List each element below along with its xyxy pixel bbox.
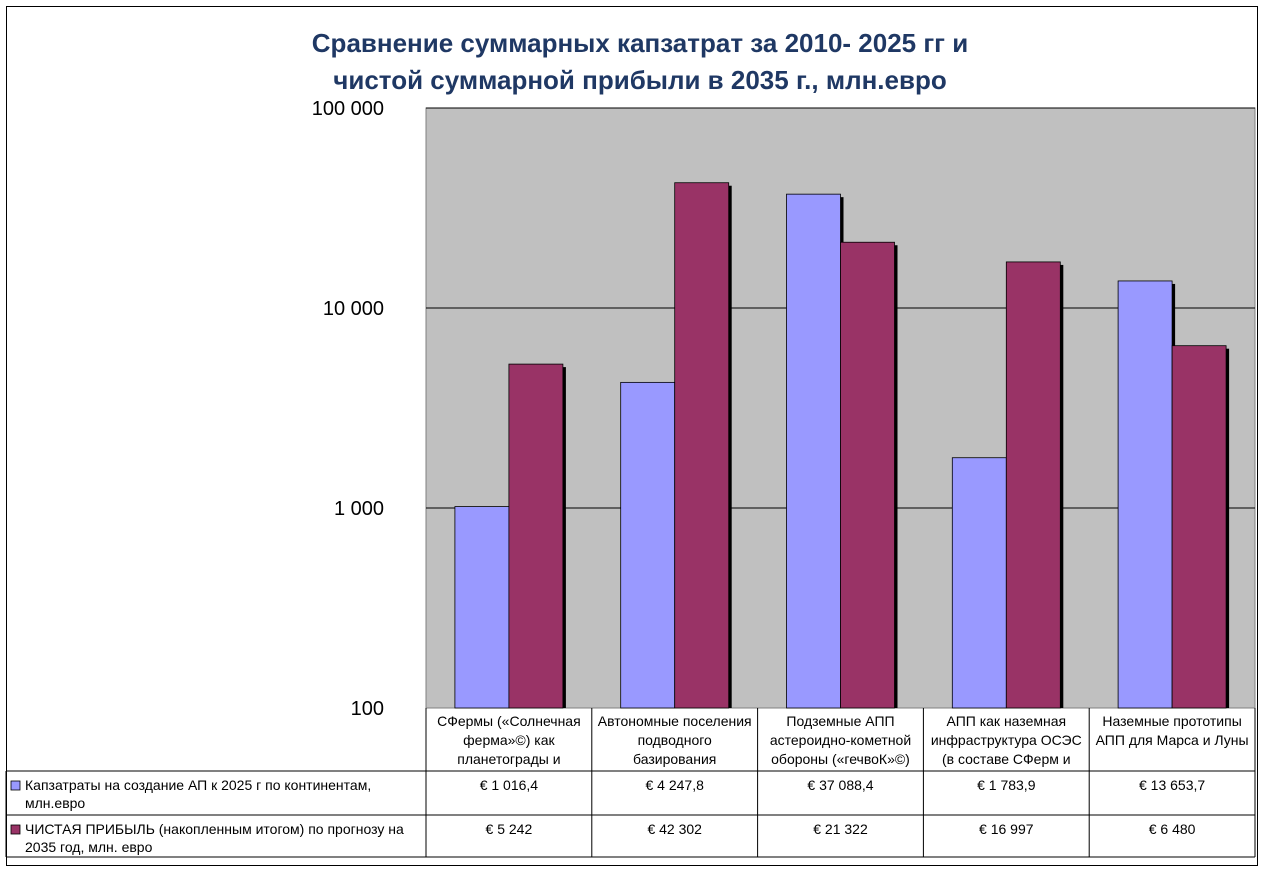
data-table-cell: € 1 016,4 [480, 777, 539, 793]
category-label: инфраструктура ОСЭС [931, 732, 1082, 748]
bar [454, 506, 510, 709]
category-label: АПП как наземная [947, 713, 1067, 729]
bar [786, 193, 841, 709]
data-table-cell: € 21 322 [813, 821, 868, 837]
category-label: Подземные АПП [786, 713, 894, 729]
bar [1171, 345, 1227, 709]
legend-entry: Капзатраты на создание АП к 2025 г по ко… [25, 777, 371, 793]
legend-entry: 2035 год, млн. евро [25, 839, 153, 855]
chart-title-line: чистой суммарной прибыли в 2035 г., млн.… [333, 65, 946, 95]
bar [951, 457, 1007, 709]
category-label: ферма»©) как [463, 732, 555, 748]
data-table-cell: € 1 783,9 [977, 777, 1036, 793]
legend-entry: ЧИСТАЯ ПРИБЫЛЬ (накопленным итогом) по п… [25, 821, 404, 837]
category-label: (в составе СФерм и [942, 751, 1071, 767]
bar [674, 182, 730, 709]
category-label: СФермы («Солнечная [437, 713, 581, 729]
data-table-cell: € 13 653,7 [1139, 777, 1205, 793]
category-label: обороны («гечвоК»©) [771, 751, 910, 767]
category-label: Автономные поселения [598, 713, 752, 729]
data-table-cell: € 37 088,4 [807, 777, 873, 793]
legend-swatch [10, 824, 21, 835]
category-label: Наземные прототипы [1102, 713, 1241, 729]
legend-entry: млн.евро [25, 795, 85, 811]
category-label: планетограды и [457, 751, 560, 767]
y-tick-label: 1 000 [334, 498, 384, 520]
data-table-cell: € 16 997 [979, 821, 1034, 837]
data-table-cell: € 4 247,8 [646, 777, 705, 793]
category-label: подводного [638, 732, 712, 748]
y-tick-label: 100 000 [312, 98, 384, 120]
y-tick-label: 10 000 [323, 298, 384, 320]
bar [620, 381, 676, 709]
legend-swatch [10, 780, 21, 791]
category-label: базирования [633, 751, 716, 767]
bar [1117, 280, 1173, 709]
bar [508, 363, 564, 709]
bar [840, 241, 895, 709]
chart-title-line: Сравнение суммарных капзатрат за 2010- 2… [312, 28, 968, 58]
category-label: астероидно-кометной [770, 732, 911, 748]
category-label: АПП для Марса и Луны [1096, 732, 1249, 748]
data-table-cell: € 42 302 [647, 821, 702, 837]
bar [1005, 261, 1061, 709]
y-tick-label: 100 [351, 698, 384, 720]
data-table-cell: € 6 480 [1149, 821, 1196, 837]
data-table-cell: € 5 242 [486, 821, 533, 837]
